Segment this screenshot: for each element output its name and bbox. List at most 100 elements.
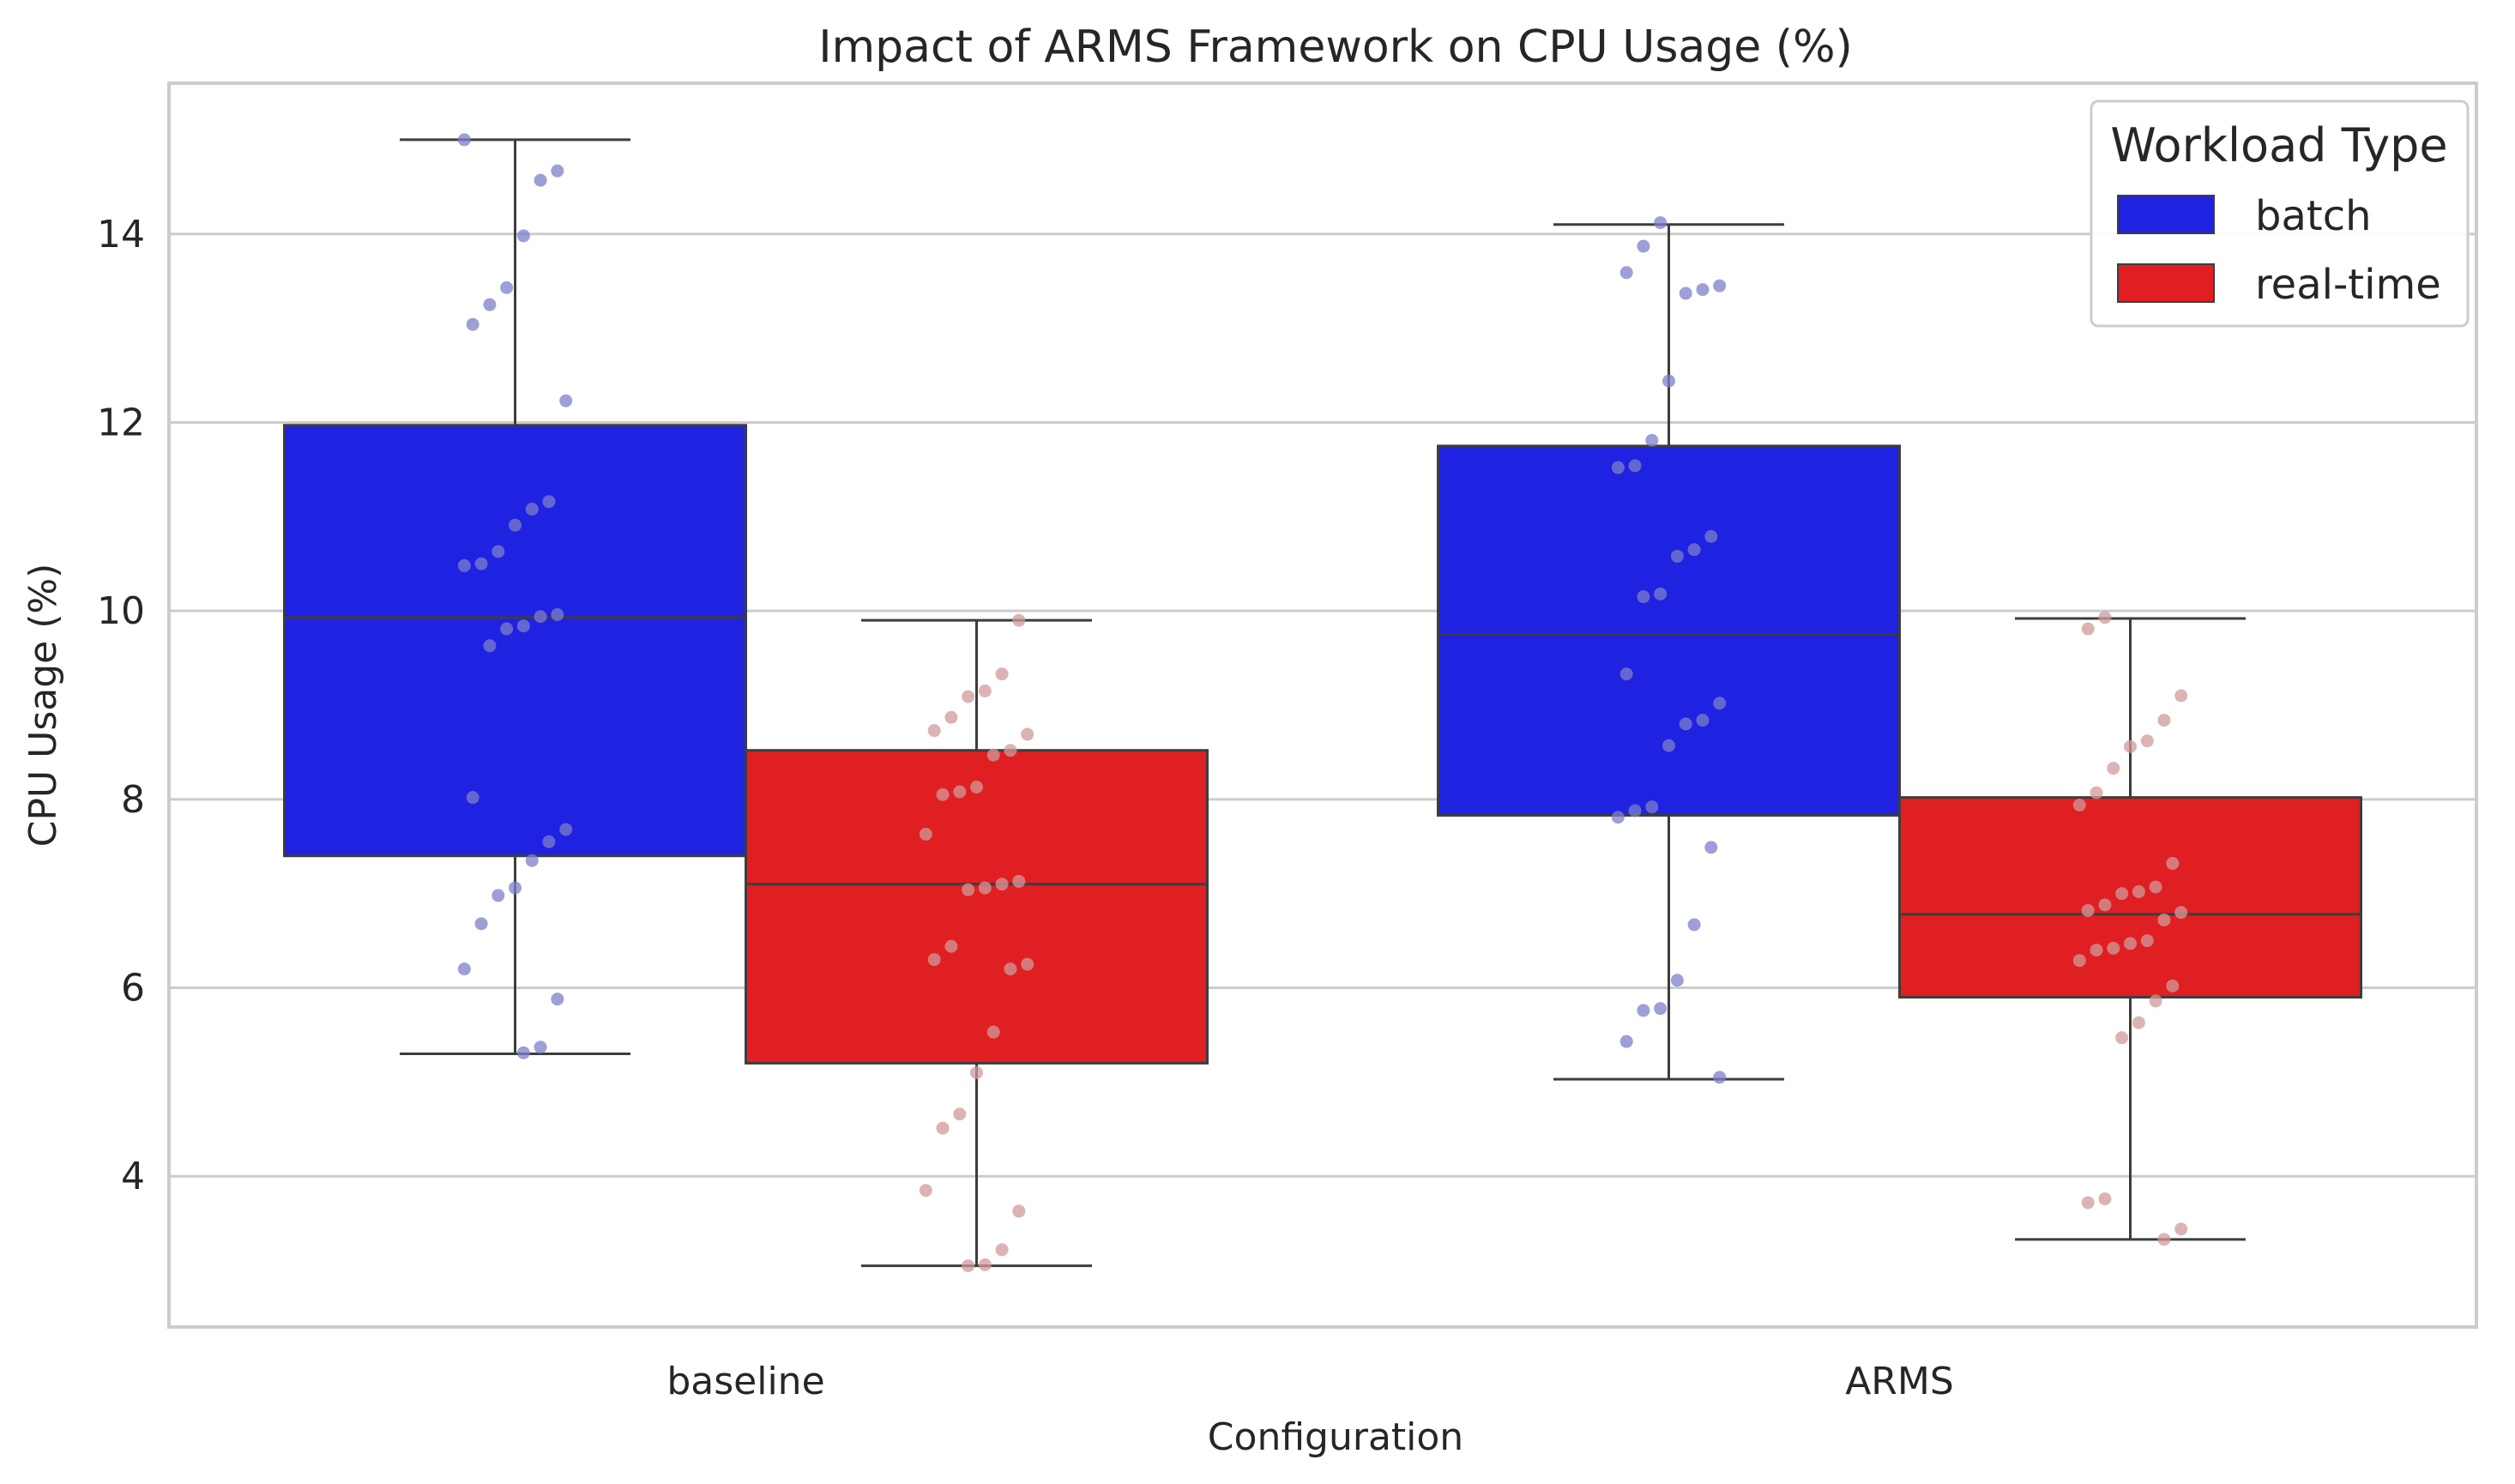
x-tick-labels: baseline ARMS xyxy=(666,1360,1953,1403)
strip-point-real-time-baseline xyxy=(970,1065,983,1079)
strip-point-batch-ARMS xyxy=(1637,239,1650,253)
legend-label-real-time: real-time xyxy=(2255,261,2441,309)
strip-point-batch-ARMS xyxy=(1654,1002,1668,1016)
strip-point-batch-baseline xyxy=(457,133,471,147)
strip-point-batch-ARMS xyxy=(1654,216,1668,230)
strip-point-real-time-ARMS xyxy=(2098,1192,2112,1206)
y-tick-label-6: 6 xyxy=(121,967,145,1010)
strip-point-batch-ARMS xyxy=(1662,374,1675,388)
strip-point-batch-ARMS xyxy=(1611,811,1625,824)
strip-point-batch-baseline xyxy=(516,619,530,633)
strip-point-real-time-baseline xyxy=(1021,957,1034,971)
strip-point-real-time-baseline xyxy=(953,1107,967,1121)
strip-point-real-time-baseline xyxy=(970,781,983,794)
box-group-batch-ARMS xyxy=(1437,223,1901,1081)
box-group-real-time-baseline xyxy=(745,618,1209,1268)
strip-point-real-time-baseline xyxy=(995,878,1009,891)
strip-point-real-time-ARMS xyxy=(2140,734,2154,748)
strip-point-batch-ARMS xyxy=(1704,529,1718,543)
strip-point-batch-baseline xyxy=(492,545,505,558)
strip-point-batch-ARMS xyxy=(1637,1004,1650,1017)
strip-point-real-time-baseline xyxy=(1012,1204,1026,1218)
strip-point-batch-ARMS xyxy=(1704,841,1718,854)
strip-point-batch-ARMS xyxy=(1645,433,1659,447)
strip-point-real-time-ARMS xyxy=(2149,994,2162,1008)
strip-point-batch-ARMS xyxy=(1637,590,1650,604)
strip-point-batch-baseline xyxy=(457,558,471,572)
strip-point-real-time-baseline xyxy=(978,1258,992,1271)
legend: Workload Type batch real-time xyxy=(2090,100,2470,328)
strip-point-batch-ARMS xyxy=(1645,800,1659,814)
plot-area-frame xyxy=(167,81,2478,1329)
x-axis-label: Configuration xyxy=(1208,1415,1463,1459)
strip-point-batch-baseline xyxy=(466,791,479,805)
strip-point-real-time-baseline xyxy=(1012,874,1026,888)
strip-point-real-time-ARMS xyxy=(2090,944,2103,957)
strip-point-batch-ARMS xyxy=(1654,587,1668,600)
strip-point-real-time-ARMS xyxy=(2140,934,2154,948)
strip-point-real-time-baseline xyxy=(927,953,941,967)
strip-point-batch-baseline xyxy=(483,298,497,311)
strip-point-batch-ARMS xyxy=(1670,974,1684,987)
strip-point-batch-baseline xyxy=(516,229,530,243)
strip-point-batch-baseline xyxy=(534,610,547,624)
y-tick-label-4: 4 xyxy=(121,1155,145,1198)
strip-point-real-time-ARMS xyxy=(2124,739,2137,753)
strip-point-real-time-ARMS xyxy=(2174,906,2188,920)
strip-point-batch-baseline xyxy=(474,917,488,931)
strip-point-batch-ARMS xyxy=(1619,266,1633,280)
strip-point-real-time-baseline xyxy=(927,724,941,738)
strip-point-real-time-ARMS xyxy=(2132,885,2145,898)
strip-point-batch-baseline xyxy=(525,503,539,516)
strip-point-batch-baseline xyxy=(525,854,539,867)
strip-point-real-time-ARMS xyxy=(2166,857,2180,871)
strip-point-real-time-baseline xyxy=(962,690,975,703)
strip-point-batch-baseline xyxy=(500,622,514,636)
strip-point-real-time-ARMS xyxy=(2081,622,2095,636)
strip-point-batch-baseline xyxy=(542,835,556,848)
strip-point-batch-ARMS xyxy=(1713,1071,1727,1084)
strip-point-real-time-ARMS xyxy=(2115,887,2129,901)
box-real-time-baseline xyxy=(745,749,1209,1065)
strip-point-real-time-ARMS xyxy=(2107,762,2120,775)
strip-point-batch-baseline xyxy=(551,992,564,1006)
box-batch-ARMS xyxy=(1437,444,1901,817)
legend-entries: batch real-time xyxy=(2117,192,2441,309)
strip-point-real-time-baseline xyxy=(978,685,992,698)
strip-point-batch-ARMS xyxy=(1670,549,1684,563)
y-tick-label-12: 12 xyxy=(97,401,145,444)
strip-point-batch-ARMS xyxy=(1696,714,1710,727)
strip-point-real-time-baseline xyxy=(944,710,958,724)
strip-point-real-time-baseline xyxy=(1004,744,1017,757)
strip-point-batch-ARMS xyxy=(1662,739,1675,752)
strip-point-batch-ARMS xyxy=(1679,287,1692,300)
y-tick-labels: 4 6 8 10 12 14 xyxy=(97,213,145,1198)
legend-label-batch: batch xyxy=(2255,192,2372,240)
strip-point-real-time-baseline xyxy=(1004,962,1017,976)
strip-point-real-time-ARMS xyxy=(2115,1031,2129,1045)
strip-point-batch-baseline xyxy=(551,608,564,622)
strip-point-real-time-ARMS xyxy=(2157,913,2171,926)
strip-point-real-time-ARMS xyxy=(2081,903,2095,917)
strip-point-real-time-ARMS xyxy=(2132,1016,2145,1029)
strip-point-real-time-ARMS xyxy=(2072,954,2086,968)
strip-point-real-time-ARMS xyxy=(2107,941,2120,955)
strip-point-real-time-baseline xyxy=(962,883,975,896)
strip-point-batch-baseline xyxy=(534,1041,547,1054)
box-real-time-ARMS xyxy=(1898,796,2362,999)
strip-point-real-time-baseline xyxy=(1012,613,1026,627)
strip-point-batch-baseline xyxy=(542,495,556,509)
strip-point-real-time-ARMS xyxy=(2081,1196,2095,1210)
strip-point-real-time-baseline xyxy=(919,827,932,841)
box-batch-baseline xyxy=(283,424,747,858)
strip-point-batch-baseline xyxy=(559,823,573,836)
box-group-real-time-ARMS xyxy=(1898,617,2362,1241)
strip-point-batch-baseline xyxy=(457,962,471,976)
strip-point-real-time-ARMS xyxy=(2174,1222,2188,1236)
strip-point-batch-ARMS xyxy=(1679,717,1692,731)
strip-points xyxy=(457,133,2188,1273)
legend-swatch-real-time xyxy=(2117,263,2215,303)
y-tick-label-10: 10 xyxy=(97,589,145,633)
chart-title: Impact of ARMS Framework on CPU Usage (%… xyxy=(818,21,1853,73)
